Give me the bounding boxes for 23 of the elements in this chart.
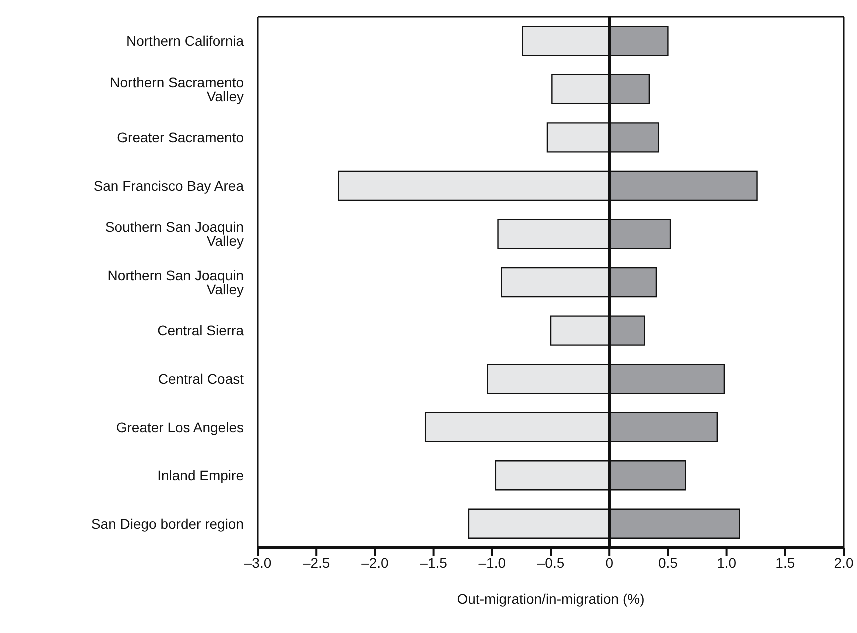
y-tick-label: Central Sierra [158,322,244,339]
y-tick-label: San Francisco Bay Area [94,178,244,194]
x-axis-title: Out-migration/in-migration (%) [457,591,645,607]
x-tick-label: 2.0 [834,554,854,571]
y-tick-label: Northern California [126,33,244,50]
x-tick-label: –1.0 [478,554,506,571]
y-tick-label: Central Coast [158,371,244,388]
x-tick-label: 1.0 [717,554,737,571]
y-tick-label: Northern San Joaquin Valley [108,267,244,298]
x-tick-label: 0.5 [658,554,678,571]
x-tick-label: 1.5 [776,554,796,571]
y-tick-label: Greater Los Angeles [116,419,244,436]
x-tick-label: –2.0 [362,554,390,571]
x-tick-label: 0 [606,554,614,571]
x-tick-label: –3.0 [244,554,272,571]
x-tick-label: –0.5 [537,554,565,571]
y-tick-label: Greater Sacramento [117,130,244,146]
y-tick-label: San Diego border region [91,516,244,532]
x-tick-label: –2.5 [302,554,330,571]
y-tick-label: Southern San Joaquin Valley [105,219,244,250]
y-tick-label: Northern Sacramento Valley [110,74,244,104]
x-tick-label: –1.5 [420,554,448,571]
y-tick-label: Inland Empire [158,468,244,484]
